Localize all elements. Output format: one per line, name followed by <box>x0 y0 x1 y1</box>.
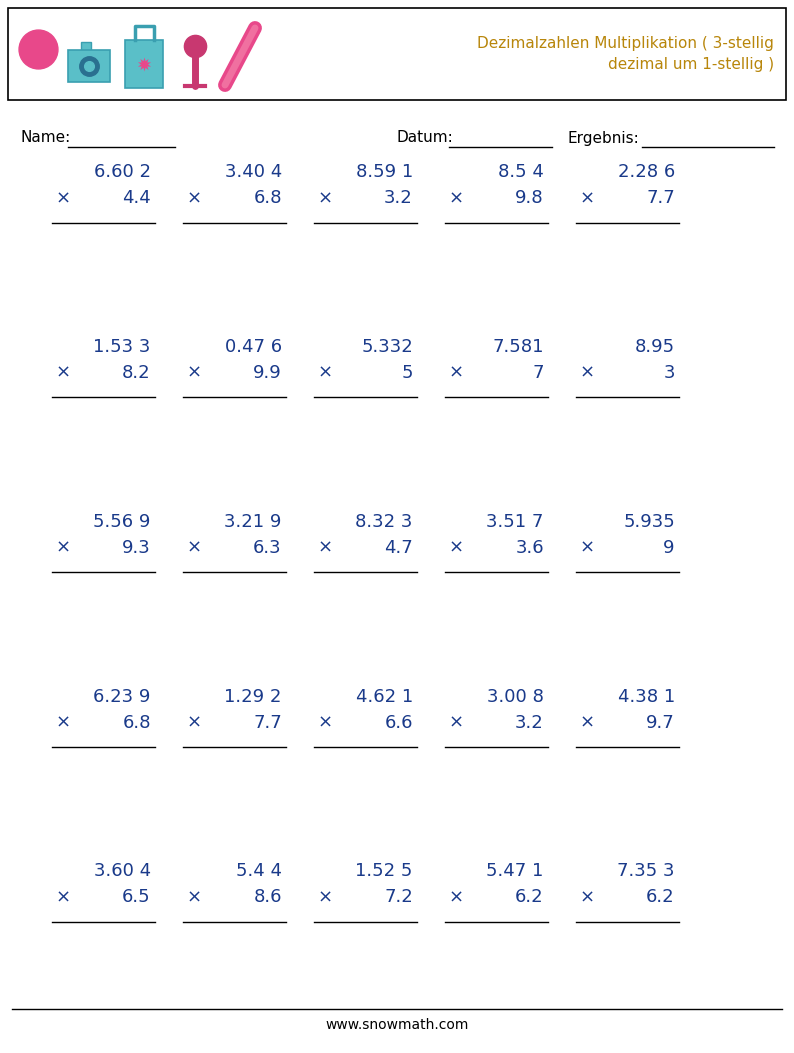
Text: 4.62 1: 4.62 1 <box>356 688 413 706</box>
Text: 7.581: 7.581 <box>492 338 544 356</box>
Text: 6.8: 6.8 <box>122 714 151 732</box>
Text: ×: × <box>580 539 595 557</box>
Text: 7.7: 7.7 <box>646 190 675 207</box>
Text: 5: 5 <box>401 364 413 382</box>
Text: 3.6: 3.6 <box>515 539 544 557</box>
Text: 7.7: 7.7 <box>253 714 282 732</box>
Text: 6.8: 6.8 <box>253 190 282 207</box>
Text: 7.35 3: 7.35 3 <box>618 862 675 880</box>
Text: 3.51 7: 3.51 7 <box>487 513 544 531</box>
Text: 1.53 3: 1.53 3 <box>94 338 151 356</box>
Text: 0.47 6: 0.47 6 <box>225 338 282 356</box>
Text: ×: × <box>318 889 333 907</box>
Text: www.snowmath.com: www.snowmath.com <box>326 1018 468 1032</box>
Text: ×: × <box>580 190 595 207</box>
Text: 5.332: 5.332 <box>361 338 413 356</box>
Text: ×: × <box>56 364 71 382</box>
Text: 6.2: 6.2 <box>646 889 675 907</box>
Text: ×: × <box>318 539 333 557</box>
Text: 3: 3 <box>663 364 675 382</box>
Text: 3.60 4: 3.60 4 <box>94 862 151 880</box>
Text: ×: × <box>580 714 595 732</box>
Bar <box>8 8 786 100</box>
Text: 5.935: 5.935 <box>623 513 675 531</box>
Text: Datum:: Datum: <box>397 131 453 145</box>
Bar <box>81 42 91 52</box>
Text: 7.2: 7.2 <box>384 889 413 907</box>
Text: 3.21 9: 3.21 9 <box>225 513 282 531</box>
Text: ×: × <box>187 539 202 557</box>
Text: ×: × <box>56 539 71 557</box>
Bar <box>68 49 110 82</box>
Text: 8.32 3: 8.32 3 <box>356 513 413 531</box>
Text: ×: × <box>318 364 333 382</box>
Text: 9.3: 9.3 <box>122 539 151 557</box>
Text: 9.9: 9.9 <box>253 364 282 382</box>
Text: 2.28 6: 2.28 6 <box>618 163 675 181</box>
Text: 6.5: 6.5 <box>122 889 151 907</box>
Text: 8.59 1: 8.59 1 <box>356 163 413 181</box>
Text: ×: × <box>187 190 202 207</box>
Text: 1.29 2: 1.29 2 <box>225 688 282 706</box>
Text: Dezimalzahlen Multiplikation ( 3-stellig
dezimal um 1-stellig ): Dezimalzahlen Multiplikation ( 3-stellig… <box>477 36 774 72</box>
Text: ×: × <box>318 190 333 207</box>
Text: ×: × <box>187 364 202 382</box>
Text: 8.2: 8.2 <box>122 364 151 382</box>
Text: ×: × <box>580 889 595 907</box>
Text: 6.6: 6.6 <box>384 714 413 732</box>
Text: 9: 9 <box>663 539 675 557</box>
Text: ×: × <box>449 539 464 557</box>
Text: 4.38 1: 4.38 1 <box>618 688 675 706</box>
Text: ×: × <box>187 889 202 907</box>
Text: ×: × <box>318 714 333 732</box>
Text: 9.8: 9.8 <box>515 190 544 207</box>
Text: 4.4: 4.4 <box>122 190 151 207</box>
Text: 3.2: 3.2 <box>515 714 544 732</box>
Text: 4.7: 4.7 <box>384 539 413 557</box>
Text: ×: × <box>580 364 595 382</box>
Text: ×: × <box>449 714 464 732</box>
Text: 1.52 5: 1.52 5 <box>356 862 413 880</box>
Text: 5.56 9: 5.56 9 <box>94 513 151 531</box>
Text: 8.5 4: 8.5 4 <box>498 163 544 181</box>
Bar <box>125 40 163 88</box>
Text: ×: × <box>449 889 464 907</box>
Text: 7: 7 <box>532 364 544 382</box>
Text: 5.4 4: 5.4 4 <box>236 862 282 880</box>
Text: ×: × <box>187 714 202 732</box>
Text: ×: × <box>449 364 464 382</box>
Text: 3.00 8: 3.00 8 <box>487 688 544 706</box>
Text: ×: × <box>449 190 464 207</box>
Text: 3.40 4: 3.40 4 <box>225 163 282 181</box>
Text: 6.3: 6.3 <box>253 539 282 557</box>
Text: 9.7: 9.7 <box>646 714 675 732</box>
Text: ×: × <box>56 714 71 732</box>
Text: 6.23 9: 6.23 9 <box>94 688 151 706</box>
Text: 8.6: 8.6 <box>253 889 282 907</box>
Text: 5.47 1: 5.47 1 <box>487 862 544 880</box>
Text: ×: × <box>56 190 71 207</box>
Text: Name:: Name: <box>20 131 70 145</box>
Text: ×: × <box>56 889 71 907</box>
Text: 8.95: 8.95 <box>634 338 675 356</box>
Text: Ergebnis:: Ergebnis: <box>568 131 639 145</box>
Text: 3.2: 3.2 <box>384 190 413 207</box>
Text: 6.2: 6.2 <box>515 889 544 907</box>
Text: 6.60 2: 6.60 2 <box>94 163 151 181</box>
